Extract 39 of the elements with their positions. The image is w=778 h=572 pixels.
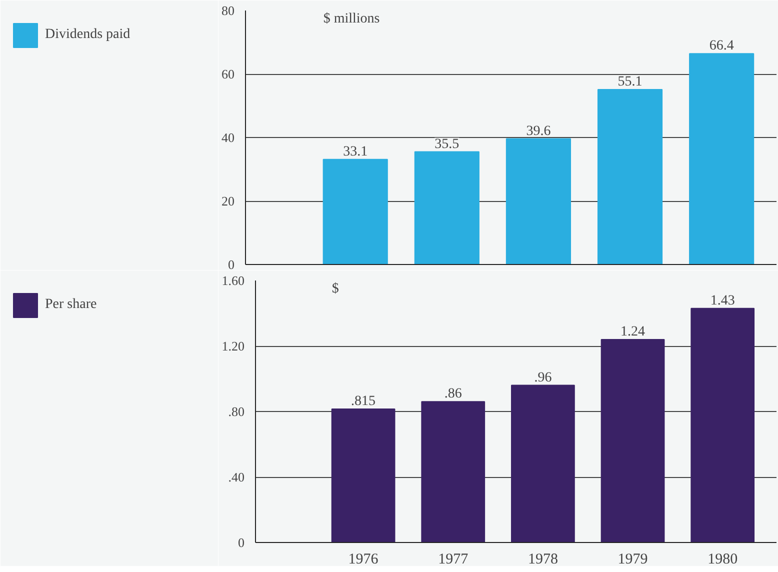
bar [600, 338, 665, 542]
data-label: .815 [351, 394, 376, 410]
y-tick-label: 0 [238, 535, 244, 550]
y-tick-label: 1.20 [222, 338, 244, 354]
x-tick-label: 1976 [348, 552, 379, 568]
y-tick-label: 20 [222, 194, 234, 208]
bar [421, 401, 486, 542]
bar [690, 308, 755, 542]
x-tick-label: 1978 [528, 552, 558, 568]
x-tick-label: 1977 [438, 552, 469, 568]
data-label: 33.1 [343, 144, 368, 160]
y-axis-title: $ millions [323, 12, 380, 26]
y-tick-label: 40 [222, 130, 234, 145]
x-tick-label: 1980 [708, 552, 738, 568]
x-tick-label: 1979 [618, 552, 648, 568]
bar [322, 158, 388, 264]
data-label: 39.6 [526, 124, 551, 139]
data-label: .86 [444, 386, 462, 402]
y-tick-label: 0 [228, 257, 234, 272]
bar [689, 53, 754, 264]
data-label: 35.5 [434, 136, 460, 152]
data-label: 55.1 [618, 74, 642, 90]
bar [597, 89, 663, 264]
bar [511, 384, 575, 542]
data-label: 1.24 [620, 324, 646, 340]
legend-label: Per share [45, 297, 97, 313]
bar [331, 408, 396, 542]
bar [506, 138, 572, 264]
y-tick-label: 1.60 [222, 273, 244, 288]
y-tick-label: .80 [228, 404, 244, 419]
data-label: 66.4 [709, 38, 734, 54]
legend-label: Dividends paid [45, 27, 130, 43]
y-tick-label: .40 [228, 470, 244, 484]
bar [414, 151, 480, 264]
y-tick-label: 80 [222, 3, 234, 18]
y-axis-title: $ [332, 282, 339, 296]
y-tick-label: 60 [222, 66, 234, 82]
data-label: .96 [534, 370, 552, 386]
data-label: 1.43 [710, 293, 735, 308]
